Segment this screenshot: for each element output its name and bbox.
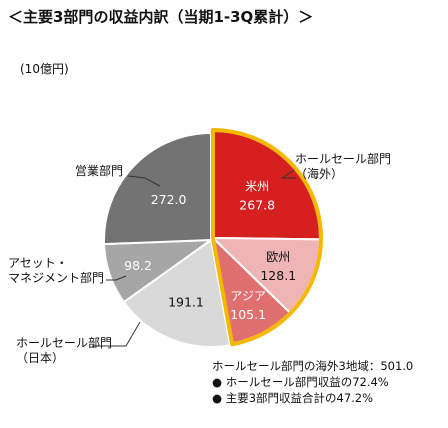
leader-line-0 xyxy=(280,169,296,179)
pie-slice-5 xyxy=(103,131,212,246)
unit-label: (10億円) xyxy=(20,62,69,76)
label-retail: 営業部門 xyxy=(75,164,123,179)
slice-name-0: 米州 xyxy=(245,179,269,193)
slice-labels: 米州 267.8 欧州 128.1 アジア 105.1 191.1 98.2 272.0 xyxy=(124,179,296,322)
note-line-3: ● 主要3部門収益合計の47.2% xyxy=(212,391,374,405)
leader-line-2 xyxy=(106,275,127,281)
overseas-highlight xyxy=(211,128,323,347)
chart-title: ＜主要3部門の収益内訳（当期1-3Q累計）＞ xyxy=(8,8,314,26)
slice-value-3: 191.1 xyxy=(168,294,204,309)
overseas-note: ホールセール部門の海外3地域：501.0 ● ホールセール部門収益の72.4% … xyxy=(212,358,413,406)
pie-slices xyxy=(103,129,322,348)
leader-lines xyxy=(92,169,296,347)
label-wholesale-japan-line2: （日本） xyxy=(16,351,65,365)
label-asset-management: アセット・ マネジメント部門 xyxy=(8,256,104,286)
note-line-2: ● ホールセール部門収益の72.4% xyxy=(212,375,389,389)
note-line-1: ホールセール部門の海外3地域：501.0 xyxy=(212,359,414,373)
overseas-outline xyxy=(211,128,323,347)
slice-value-1: 128.1 xyxy=(260,268,296,283)
label-wholesale-japan-line1: ホールセール部門 xyxy=(16,336,113,350)
label-wholesale-overseas-line2: （海外） xyxy=(295,167,344,181)
slice-value-0: 267.8 xyxy=(239,197,275,212)
label-retail-line1: 営業部門 xyxy=(75,164,124,178)
leader-line-1 xyxy=(127,175,161,187)
label-asset-management-line1: アセット・ xyxy=(8,256,68,270)
slice-value-4: 98.2 xyxy=(124,258,152,273)
label-wholesale-overseas-line1: ホールセール部門 xyxy=(295,152,392,166)
label-wholesale-japan: ホールセール部門 （日本） xyxy=(16,336,112,366)
label-asset-management-line2: マネジメント部門 xyxy=(8,271,105,285)
pie-slice-3 xyxy=(122,238,232,348)
slice-name-2: アジア xyxy=(230,289,266,303)
slice-name-1: 欧州 xyxy=(266,250,290,264)
label-wholesale-overseas: ホールセール部門 （海外） xyxy=(295,152,391,182)
leader-line-3 xyxy=(92,321,141,347)
slice-value-2: 105.1 xyxy=(230,307,266,322)
slice-value-5: 272.0 xyxy=(151,192,187,207)
